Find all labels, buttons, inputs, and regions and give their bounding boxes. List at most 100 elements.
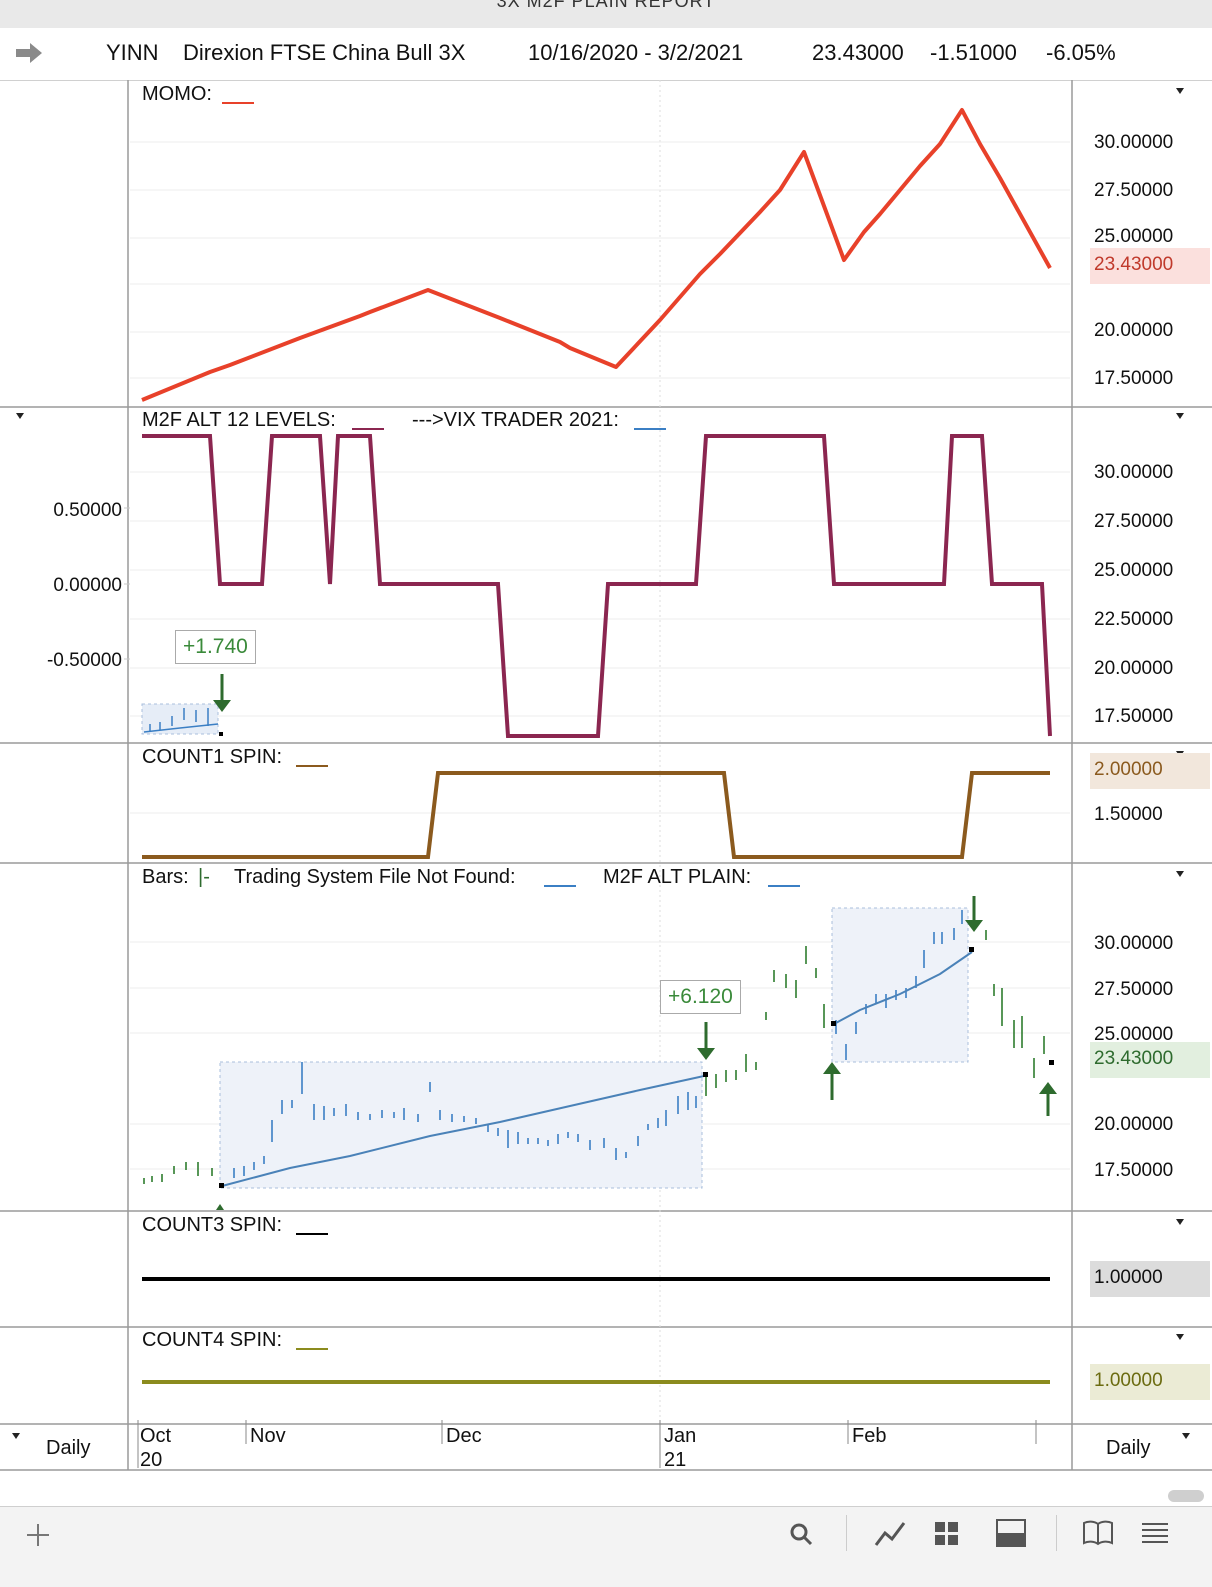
count4-series-line: [142, 1380, 1050, 1384]
bars-menu-icon[interactable]: [1176, 871, 1184, 877]
period-left[interactable]: Daily: [46, 1437, 91, 1459]
bars-axis-label: 17.50000: [1094, 1160, 1174, 1181]
m2f-menu-icon[interactable]: [1176, 413, 1184, 419]
count1-series-line: [142, 771, 1050, 859]
m2f-chart: [124, 434, 1052, 738]
bars-legend-glyph: |-: [198, 866, 210, 888]
count1-value: 2.00000: [1094, 759, 1163, 780]
momo-axis-label: 17.50000: [1094, 368, 1174, 389]
x-axis-month: Jan: [664, 1425, 697, 1447]
x-axis-ticks: [137, 1420, 1037, 1468]
m2f-alt-plain-line: [833, 951, 973, 1025]
count4-value: 1.00000: [1094, 1370, 1163, 1391]
bars-chart: [143, 896, 1057, 1210]
line-chart-icon[interactable]: [874, 1519, 906, 1549]
instrument-name: Direxion FTSE China Bull 3X: [183, 40, 466, 65]
bars-gain-callout: +6.120: [660, 980, 741, 1014]
period-left-menu-icon[interactable]: [12, 1433, 20, 1439]
momo-legend-swatch: [222, 102, 254, 104]
m2f-series-line: [142, 434, 1052, 738]
m2f-axis-label: 25.00000: [1094, 560, 1174, 581]
momo-label: MOMO:: [142, 83, 212, 105]
count1-label: COUNT1 SPIN:: [142, 746, 283, 768]
m2f-left-axis-label: -0.50000: [46, 650, 122, 671]
price-bars-blue: [233, 910, 963, 1178]
toolbar-divider: [1056, 1515, 1057, 1551]
grid-icon[interactable]: [934, 1521, 960, 1547]
search-icon[interactable]: [788, 1521, 814, 1547]
momo-last-value: 23.43000: [1094, 254, 1174, 275]
forward-arrow-icon[interactable]: [14, 40, 44, 66]
window-titlebar: 3X M2F PLAIN REPORT: [0, 0, 1212, 29]
m2f-alt-plain-legend-swatch: [768, 885, 800, 887]
momo-chart: [141, 108, 1052, 402]
price-change-pct: -6.05%: [1046, 40, 1116, 65]
m2f-mini-marker: [219, 732, 223, 736]
m2f-mini-trade-box: [141, 703, 219, 735]
momo-last-value-badge: 23.43000: [1090, 248, 1210, 284]
m2f-label: M2F ALT 12 LEVELS:: [142, 409, 336, 431]
count3-menu-icon[interactable]: [1176, 1219, 1184, 1225]
toolbar-divider: [846, 1515, 847, 1551]
bars-last-value: 23.43000: [1094, 1048, 1174, 1069]
trading-system-legend-swatch: [544, 885, 576, 887]
count4-value-badge: 1.00000: [1090, 1364, 1210, 1400]
count1-legend-swatch: [296, 765, 328, 767]
count4-legend-swatch: [296, 1348, 328, 1350]
date-range: 10/16/2020 - 3/2/2021: [528, 40, 744, 65]
m2f-left-axis-label: 0.00000: [53, 575, 122, 596]
bars-axis-label: 30.00000: [1094, 933, 1174, 954]
m2f-axis-label: 17.50000: [1094, 706, 1174, 727]
symbol: YINN: [106, 40, 159, 65]
count3-series-line: [142, 1277, 1050, 1281]
vix-trader-label: --->VIX TRADER 2021:: [412, 409, 619, 431]
count3-value: 1.00000: [1094, 1267, 1163, 1288]
count4-label: COUNT4 SPIN:: [142, 1329, 283, 1351]
list-icon[interactable]: [1140, 1521, 1170, 1545]
x-axis-month: Nov: [250, 1425, 286, 1447]
vix-trader-legend-swatch: [634, 428, 666, 430]
count1-value-badge: 2.00000: [1090, 753, 1210, 789]
momo-axis-label: 25.00000: [1094, 226, 1174, 247]
count1-chart: [142, 771, 1050, 859]
last-price: 23.43000: [812, 40, 904, 65]
m2f-axis-label: 20.00000: [1094, 658, 1174, 679]
m2f-left-axis-label: 0.50000: [53, 500, 122, 521]
m2f-axis-label: 22.50000: [1094, 609, 1174, 630]
price-bars-green: [143, 930, 1045, 1184]
momo-axis-label: 27.50000: [1094, 180, 1174, 201]
bars-label: Bars:: [142, 866, 189, 888]
panel-layout-icon[interactable]: [996, 1519, 1026, 1547]
momo-menu-icon[interactable]: [1176, 88, 1184, 94]
m2f-mini-bars: [149, 708, 209, 732]
period-right-menu-icon[interactable]: [1182, 1433, 1190, 1439]
bottom-toolbar: [0, 1506, 1212, 1587]
m2f-axis-label: 27.50000: [1094, 511, 1174, 532]
count3-label: COUNT3 SPIN:: [142, 1214, 283, 1236]
m2f-left-menu-icon[interactable]: [16, 413, 24, 419]
m2f-gain-callout: +1.740: [175, 630, 256, 664]
momo-axis-label: 20.00000: [1094, 320, 1174, 341]
up-arrow-icon: [216, 1204, 224, 1210]
bars-axis-label: 25.00000: [1094, 1024, 1174, 1045]
count3-legend-swatch: [296, 1233, 328, 1235]
down-arrow-icon: [213, 700, 231, 712]
trade-box: [831, 907, 969, 1063]
down-arrow-icon: [965, 920, 983, 932]
x-axis-month: Feb: [852, 1425, 887, 1447]
horizontal-scrollbar[interactable]: [1168, 1490, 1204, 1502]
m2f-alt-plain-line: [221, 1075, 705, 1187]
bars-axis-label: 20.00000: [1094, 1114, 1174, 1135]
x-axis-year: 21: [664, 1449, 687, 1471]
up-arrow-icon: [1039, 1082, 1057, 1094]
m2f-mini-trend: [143, 723, 219, 733]
book-icon[interactable]: [1082, 1519, 1114, 1547]
count4-menu-icon[interactable]: [1176, 1334, 1184, 1340]
m2f-alt-plain-label: M2F ALT PLAIN:: [603, 866, 752, 888]
momo-axis-label: 30.00000: [1094, 132, 1174, 153]
period-right[interactable]: Daily: [1106, 1437, 1151, 1459]
bars-axis-label: 27.50000: [1094, 979, 1174, 1000]
plus-icon[interactable]: [24, 1521, 52, 1549]
bars-last-value-badge: 23.43000: [1090, 1042, 1210, 1078]
m2f-axis-label: 30.00000: [1094, 462, 1174, 483]
